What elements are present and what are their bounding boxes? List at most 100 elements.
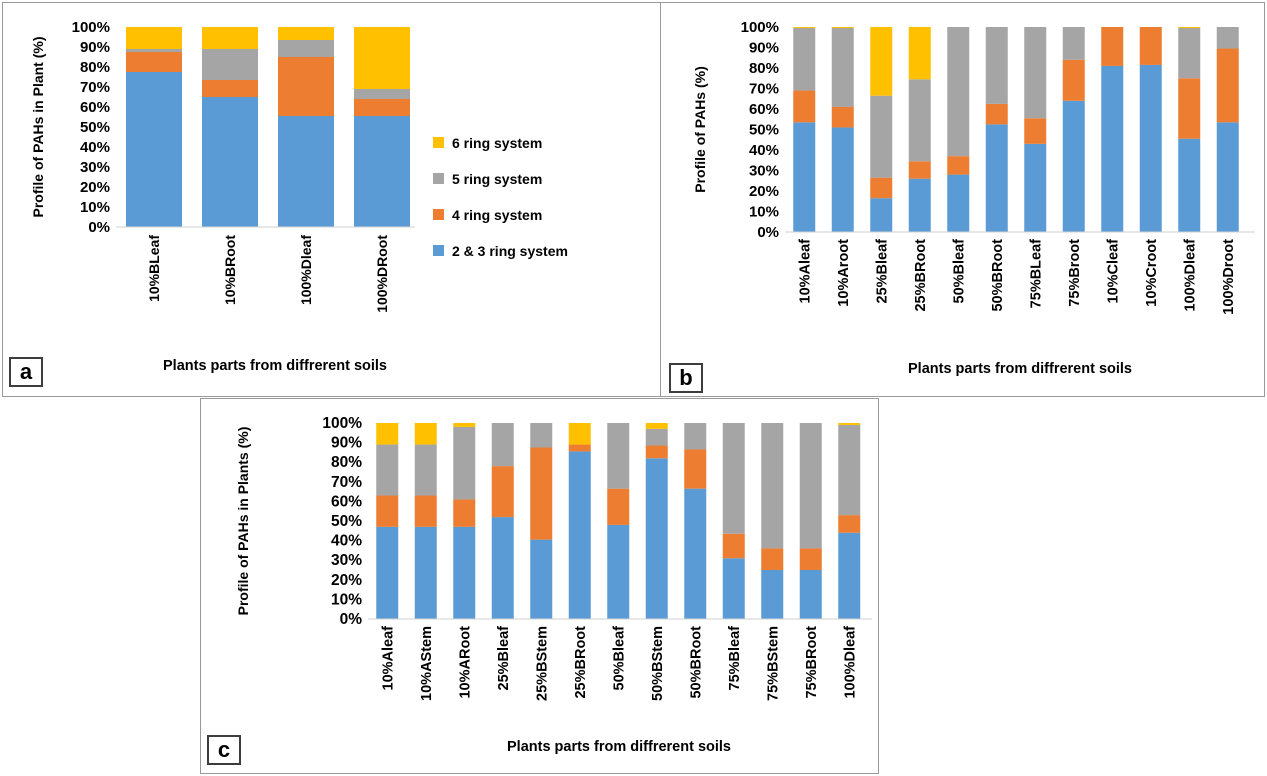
bar-segment-b-3-2 [908, 79, 931, 162]
y-tick-label-b-5: 50% [749, 122, 779, 139]
y-tick-label-b-6: 60% [749, 101, 779, 118]
bar-segment-c-12-1 [838, 515, 861, 533]
x-category-label-c-1: 10%AStem [419, 626, 435, 701]
legend-swatch-3 [433, 245, 444, 256]
legend-label-2: 4 ring system [452, 207, 542, 223]
bar-segment-c-1-0 [414, 526, 437, 619]
bar-segment-a-1-0 [202, 97, 258, 227]
y-tick-label-a-4: 40% [80, 139, 110, 156]
y-tick-label-b-4: 40% [749, 142, 779, 159]
bar-segment-c-8-0 [684, 488, 707, 619]
x-axis-title-c: Plants parts from diffrerent soils [507, 739, 731, 755]
bar-segment-c-1-3 [414, 423, 437, 445]
bar-segment-b-0-2 [793, 28, 816, 91]
y-tick-label-a-6: 60% [80, 99, 110, 116]
bar-segment-c-7-3 [645, 423, 668, 429]
bar-segment-b-4-1 [947, 156, 970, 175]
chart-panel-b: 0% 10% 20% 30% 40% 50% 60% 70% 80% 90% 100% 10%Alea… [660, 2, 1265, 397]
y-tick-label-a-1: 10% [80, 199, 110, 216]
bar-segment-c-10-0 [761, 570, 784, 619]
x-category-label-c-8: 50%BRoot [688, 626, 704, 699]
bar-segment-a-0-3 [126, 27, 182, 49]
panel-label-b: b [669, 363, 703, 393]
bar-segment-b-7-1 [1062, 59, 1085, 101]
y-tick-label-a-8: 80% [80, 59, 110, 76]
bar-segment-c-0-3 [376, 423, 399, 445]
bar-segment-a-3-3 [354, 27, 410, 89]
bar-segment-a-3-2 [354, 89, 410, 99]
y-tick-label-c-0: 0% [340, 611, 363, 628]
x-category-label-c-7: 50%BStem [650, 626, 666, 701]
bar-segment-b-9-1 [1139, 27, 1162, 65]
y-tick-label-a-2: 20% [80, 179, 110, 196]
y-tick-label-a-9: 90% [80, 39, 110, 56]
y-tick-label-b-0: 0% [757, 224, 779, 241]
bar-segment-b-2-3 [870, 27, 893, 96]
bar-segment-c-0-1 [376, 495, 399, 527]
bar-segment-a-0-0 [126, 72, 182, 227]
x-category-label-c-10: 75%BStem [765, 626, 781, 701]
x-category-label-c-5: 25%BRoot [573, 626, 589, 699]
x-category-label-b-10: 100%Dleaf [1182, 239, 1198, 312]
y-tick-label-b-3: 30% [749, 163, 779, 180]
bar-segment-b-4-0 [947, 174, 970, 232]
bar-segment-c-4-2 [530, 423, 553, 448]
bar-segment-b-0-0 [793, 122, 816, 232]
bar-segment-c-2-0 [453, 526, 476, 619]
bar-segment-c-3-1 [491, 466, 514, 518]
bar-segment-b-8-0 [1101, 65, 1124, 232]
y-tick-label-a-5: 50% [80, 119, 110, 136]
bar-segment-c-7-0 [645, 458, 668, 619]
bar-segment-b-11-1 [1216, 48, 1239, 123]
bar-segment-b-11-2 [1216, 27, 1239, 49]
bar-segment-c-11-1 [799, 548, 822, 570]
bar-segment-b-11-0 [1216, 122, 1239, 232]
bar-segment-c-11-2 [799, 423, 822, 549]
bar-segment-c-5-0 [568, 451, 591, 619]
x-category-label-c-4: 25%BStem [534, 626, 550, 701]
bar-segment-b-1-1 [831, 106, 854, 128]
bar-segment-c-3-2 [491, 423, 514, 467]
x-category-label-b-9: 10%Croot [1144, 239, 1160, 307]
bar-segment-b-1-0 [831, 127, 854, 232]
y-tick-label-c-2: 20% [331, 572, 362, 589]
bar-segment-a-0-2 [126, 49, 182, 52]
y-tick-label-c-6: 60% [331, 493, 362, 510]
bar-segment-b-9-0 [1139, 64, 1162, 232]
bar-segment-b-10-3 [1178, 27, 1201, 29]
bar-segment-c-10-2 [761, 423, 784, 549]
bar-segment-b-8-1 [1101, 27, 1124, 66]
x-category-label-b-2: 25%Bleaf [874, 239, 890, 304]
bar-segment-a-2-0 [278, 116, 334, 227]
legend-swatch-0 [433, 137, 444, 148]
bar-segment-a-2-1 [278, 57, 334, 116]
bar-segment-c-9-1 [722, 533, 745, 559]
bar-segment-b-2-0 [870, 198, 893, 232]
bar-segment-c-2-2 [453, 426, 476, 500]
y-axis-title-c: Profile of PAHs in Plants (%) [235, 427, 251, 616]
panel-label-c: c [207, 735, 241, 765]
bar-segment-b-5-0 [985, 124, 1008, 232]
x-category-label-c-2: 10%ARoot [457, 626, 473, 699]
bar-segment-c-10-1 [761, 548, 784, 570]
y-tick-label-b-1: 10% [749, 204, 779, 221]
y-tick-label-c-4: 40% [331, 533, 362, 550]
x-category-label-a-3: 100%DRoot [374, 235, 390, 313]
x-category-label-c-3: 25%Bleaf [496, 626, 512, 691]
chart-panel-c: 0% 10% 20% 30% 40% 50% 60% 70% 80% 90% 100% 10%Alea… [200, 398, 879, 774]
bar-segment-a-1-1 [202, 80, 258, 97]
bar-segment-b-6-2 [1024, 27, 1047, 119]
y-tick-label-c-1: 10% [331, 591, 362, 608]
x-category-label-b-6: 75%BLeaf [1028, 239, 1044, 308]
bar-segment-c-4-1 [530, 447, 553, 540]
bar-segment-c-9-0 [722, 558, 745, 619]
bar-segment-c-0-0 [376, 526, 399, 619]
bar-segment-b-5-2 [985, 27, 1008, 104]
x-category-label-b-8: 10%Cleaf [1105, 239, 1121, 304]
panel-label-a: a [9, 357, 43, 387]
y-tick-label-c-7: 70% [331, 474, 362, 491]
x-category-label-a-0: 10%BLeaf [146, 235, 162, 302]
y-tick-label-b-2: 20% [749, 183, 779, 200]
chart-panel-a: 0% 10% 20% 30% 40% 50% 60% 70% 80% 90% 100% 10%BLea… [2, 2, 661, 397]
bar-segment-b-3-3 [908, 27, 931, 80]
